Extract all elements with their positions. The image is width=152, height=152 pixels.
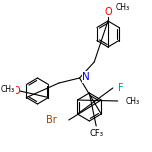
Text: O: O [104, 7, 112, 17]
Text: CF₃: CF₃ [89, 128, 103, 138]
Text: CH₃: CH₃ [1, 85, 15, 95]
Text: N: N [83, 72, 90, 82]
Text: Br: Br [46, 115, 57, 125]
Text: CH₃: CH₃ [116, 2, 130, 12]
Text: F: F [118, 83, 123, 93]
Text: O: O [12, 86, 20, 96]
Text: CH₃: CH₃ [126, 97, 140, 105]
